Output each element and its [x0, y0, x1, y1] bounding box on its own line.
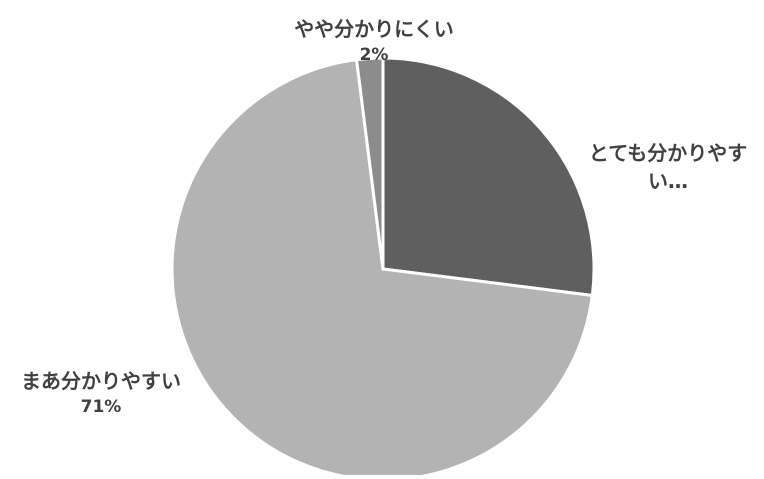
slice-label-2: やや分かりにくい 2% [294, 17, 454, 65]
pie-slice-2 [355, 56, 385, 271]
slice-label-0-line-1: い… [648, 169, 688, 193]
slice-label-1-line-0: まあ分かりやすい [21, 369, 181, 393]
slice-value-label-1: 71% [81, 397, 122, 417]
slice-label-1: まあ分かりやすい 71% [21, 369, 181, 417]
slice-label-2-line-0: やや分かりにくい [294, 17, 454, 41]
slice-label-0: とても分かりやすい… [589, 141, 747, 193]
pie-slice-0 [381, 56, 596, 297]
slice-value-label-2: 2% [360, 45, 389, 65]
slice-label-0-line-0: とても分かりやす [589, 141, 747, 165]
